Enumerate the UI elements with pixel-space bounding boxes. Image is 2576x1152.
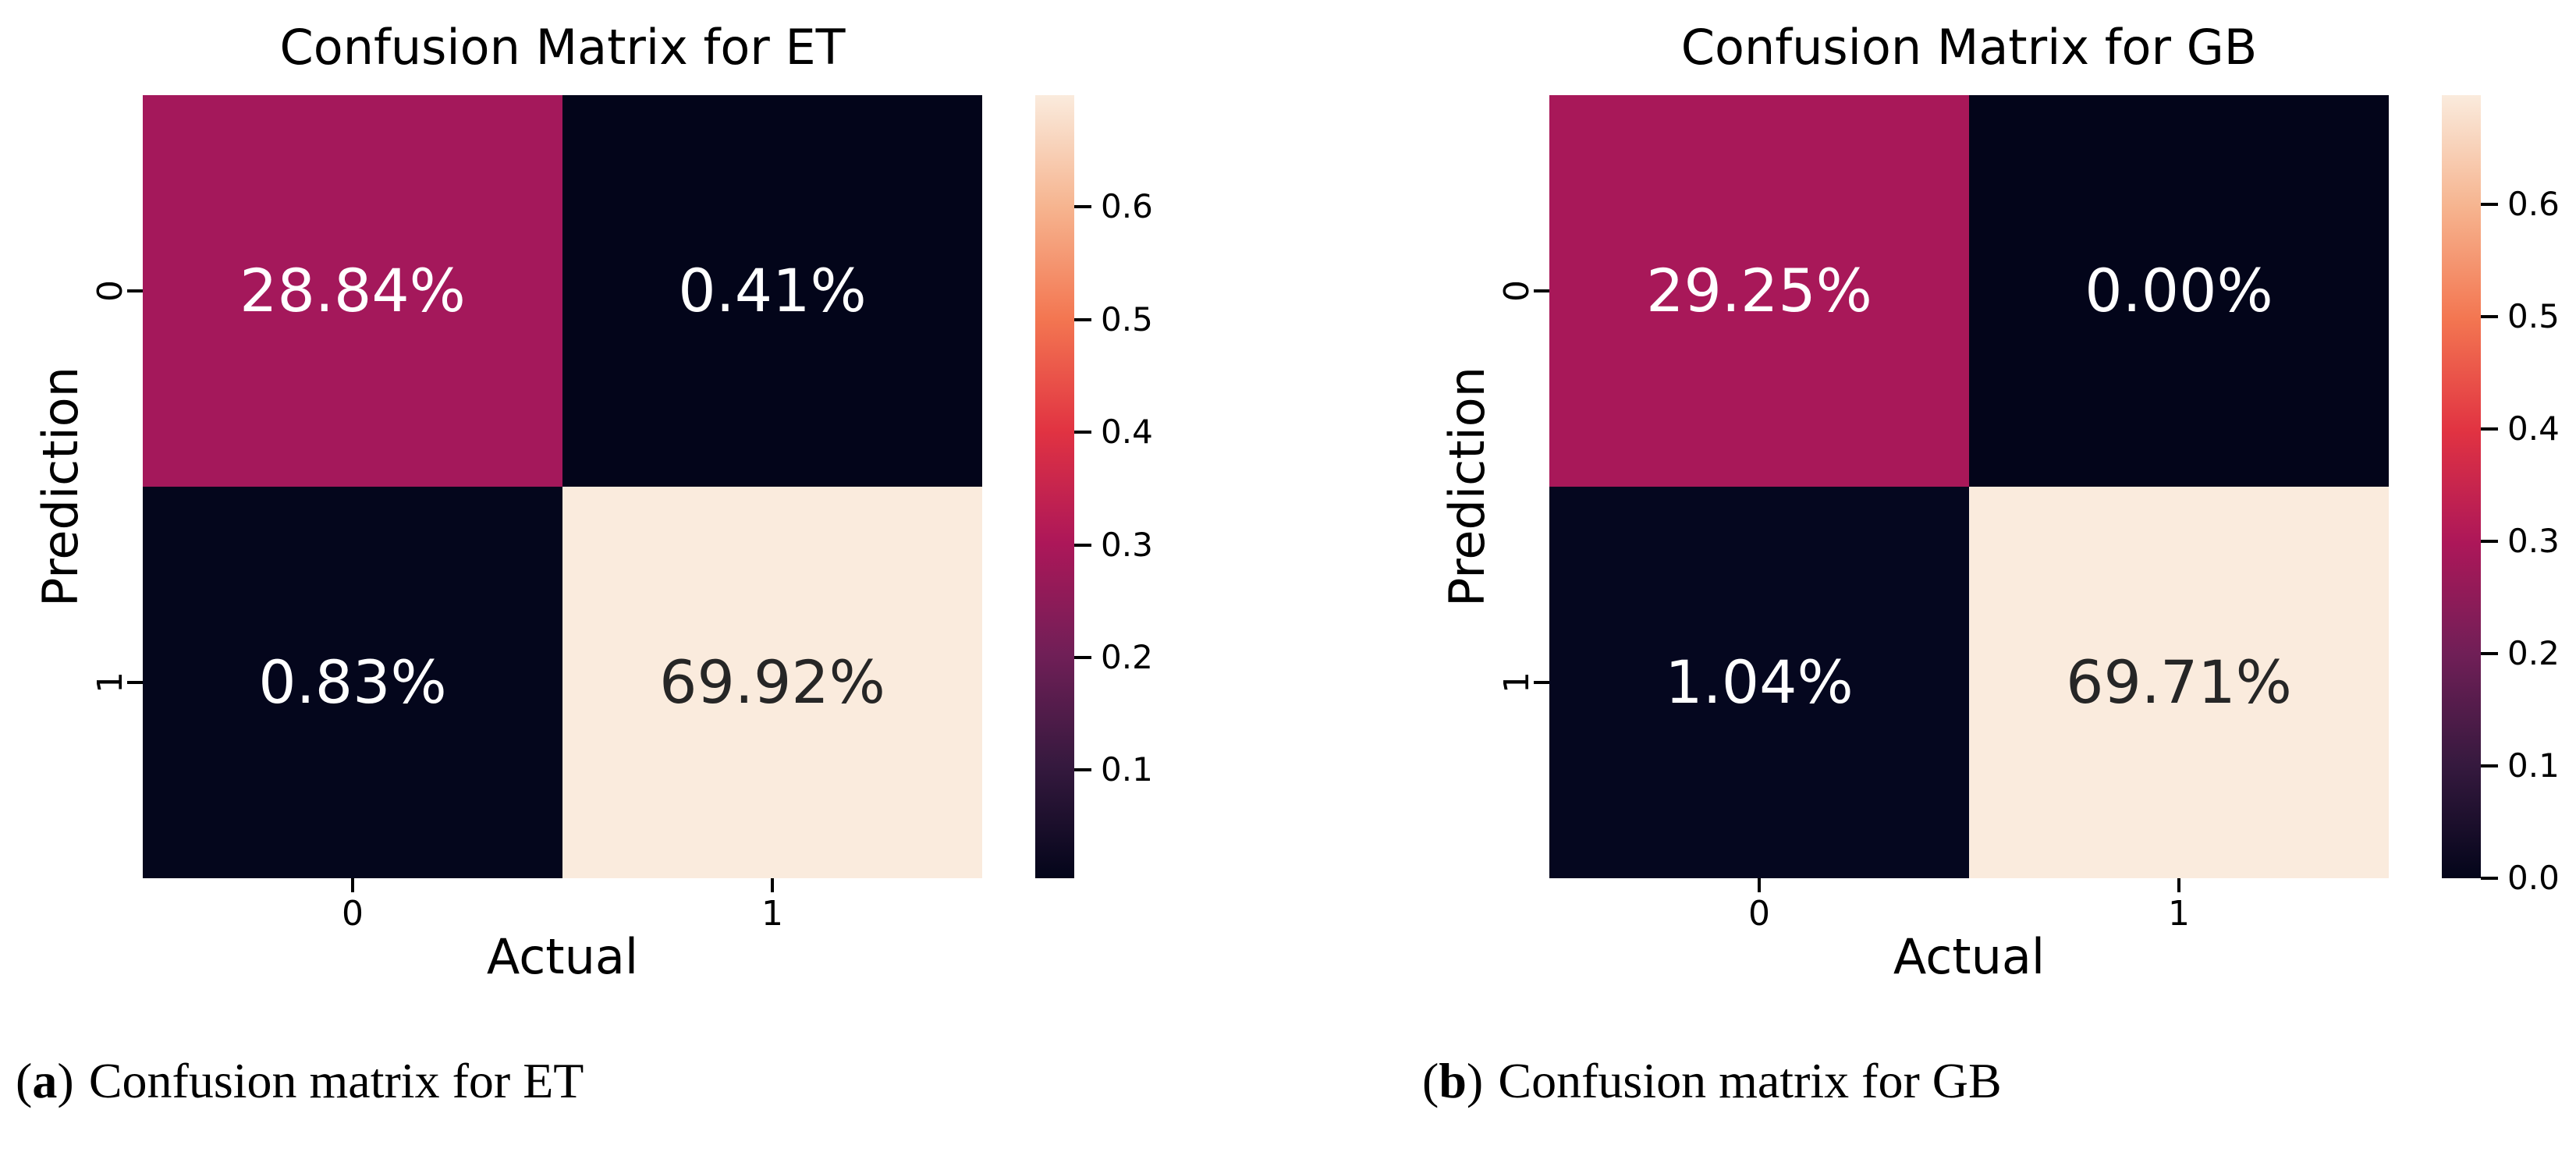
chart-title: Confusion Matrix for ET xyxy=(279,19,846,76)
cell-pred1-actual1: 69.71% xyxy=(1969,487,2389,878)
x-tick-mark-0 xyxy=(351,878,354,892)
x-axis-label: Actual xyxy=(1893,928,2046,985)
x-tick-mark-1 xyxy=(771,878,774,892)
y-tick-mark-1 xyxy=(1534,681,1549,684)
y-tick-label-0: 0 xyxy=(1497,280,1537,302)
colorbar-tick-mark xyxy=(1074,768,1091,772)
y-axis-label: Prediction xyxy=(32,366,89,608)
x-tick-label-0: 0 xyxy=(1748,894,1770,934)
y-tick-mark-0 xyxy=(127,289,143,292)
cell-pred1-actual0: 0.83% xyxy=(143,487,562,878)
x-tick-label-1: 1 xyxy=(761,894,783,934)
y-tick-mark-0 xyxy=(1534,289,1549,292)
caption-text: Confusion matrix for GB xyxy=(1498,1053,2002,1108)
colorbar-tick-label: 0.2 xyxy=(2507,633,2560,672)
colorbar-tick-label: 0.1 xyxy=(2507,746,2560,785)
caption-close-paren: ) xyxy=(57,1053,74,1108)
x-tick-mark-0 xyxy=(1758,878,1761,892)
caption-open-paren: ( xyxy=(16,1053,33,1108)
x-axis-label: Actual xyxy=(486,928,639,985)
chart-title: Confusion Matrix for GB xyxy=(1680,19,2258,76)
colorbar-tick-label: 0.3 xyxy=(1101,525,1153,564)
cell-pred0-actual1: 0.41% xyxy=(562,95,982,487)
cell-value-label: 1.04% xyxy=(1665,647,1854,717)
colorbar-tick-label: 0.1 xyxy=(1101,750,1153,789)
cell-value-label: 0.41% xyxy=(678,256,867,325)
subfigure-caption: (a) Confusion matrix for ET xyxy=(16,1051,584,1111)
colorbar-tick-mark xyxy=(1074,656,1091,660)
colorbar-tick-mark xyxy=(1074,317,1091,321)
cell-value-label: 28.84% xyxy=(240,256,466,325)
colorbar-gradient xyxy=(2442,95,2481,878)
caption-marker: b xyxy=(1439,1053,1467,1108)
colorbar-tick-label: 0.4 xyxy=(1101,413,1153,452)
x-tick-label-0: 0 xyxy=(342,894,364,934)
colorbar-tick-mark xyxy=(2481,877,2498,880)
cell-pred0-actual1: 0.00% xyxy=(1969,95,2389,487)
cell-value-label: 69.92% xyxy=(659,647,885,717)
colorbar-tick-label: 0.0 xyxy=(2507,859,2560,897)
colorbar-tick-label: 0.2 xyxy=(1101,638,1153,677)
caption-marker: a xyxy=(32,1053,58,1108)
y-tick-label-1: 1 xyxy=(1497,672,1537,693)
cell-value-label: 29.25% xyxy=(1646,256,1872,325)
colorbar-tick-mark xyxy=(2481,651,2498,655)
colorbar-tick-mark xyxy=(2481,202,2498,206)
caption-open-paren: ( xyxy=(1422,1053,1439,1108)
colorbar-ticks: 0.1 0.2 0.3 0.4 0.5 0.6 xyxy=(1074,95,1199,878)
cell-pred1-actual1: 69.92% xyxy=(562,487,982,878)
colorbar-gradient xyxy=(1035,95,1074,878)
colorbar-tick-mark xyxy=(1074,543,1091,547)
cell-pred1-actual0: 1.04% xyxy=(1549,487,1969,878)
colorbar-tick-label: 0.6 xyxy=(2507,184,2560,223)
panel-confusion-matrix-gb: Confusion Matrix for GB 29.25% 0.00% 1.0… xyxy=(1407,0,2576,1152)
colorbar-tick-mark xyxy=(2481,764,2498,767)
colorbar-tick-label: 0.4 xyxy=(2507,409,2560,448)
y-tick-mark-1 xyxy=(127,681,143,684)
panel-confusion-matrix-et: Confusion Matrix for ET 28.84% 0.41% 0.8… xyxy=(0,0,1169,1152)
colorbar-tick-label: 0.5 xyxy=(1101,300,1153,339)
colorbar-tick-label: 0.5 xyxy=(2507,296,2560,335)
colorbar-tick-label: 0.6 xyxy=(1101,187,1153,226)
cell-pred0-actual0: 29.25% xyxy=(1549,95,1969,487)
colorbar-tick-mark xyxy=(1074,431,1091,434)
y-tick-label-0: 0 xyxy=(90,280,130,302)
heatmap-gb: 29.25% 0.00% 1.04% 69.71% xyxy=(1549,95,2389,878)
cell-value-label: 69.71% xyxy=(2066,647,2292,717)
y-axis-label: Prediction xyxy=(1439,366,1496,608)
x-tick-label-1: 1 xyxy=(2168,894,2190,934)
cell-pred0-actual0: 28.84% xyxy=(143,95,562,487)
caption-text: Confusion matrix for ET xyxy=(88,1053,584,1108)
caption-close-paren: ) xyxy=(1466,1053,1484,1108)
cell-value-label: 0.00% xyxy=(2085,256,2273,325)
colorbar-tick-label: 0.3 xyxy=(2507,521,2560,560)
heatmap-et: 28.84% 0.41% 0.83% 69.92% xyxy=(143,95,982,878)
colorbar-tick-mark xyxy=(1074,205,1091,209)
x-tick-mark-1 xyxy=(2177,878,2180,892)
cell-value-label: 0.83% xyxy=(258,647,447,717)
colorbar-tick-mark xyxy=(2481,314,2498,318)
colorbar-tick-mark xyxy=(2481,539,2498,543)
y-tick-label-1: 1 xyxy=(90,672,130,693)
colorbar-tick-mark xyxy=(2481,427,2498,431)
colorbar-ticks: 0.0 0.1 0.2 0.3 0.4 0.5 0.6 xyxy=(2481,95,2576,895)
subfigure-caption: (b) Confusion matrix for GB xyxy=(1422,1051,2002,1111)
